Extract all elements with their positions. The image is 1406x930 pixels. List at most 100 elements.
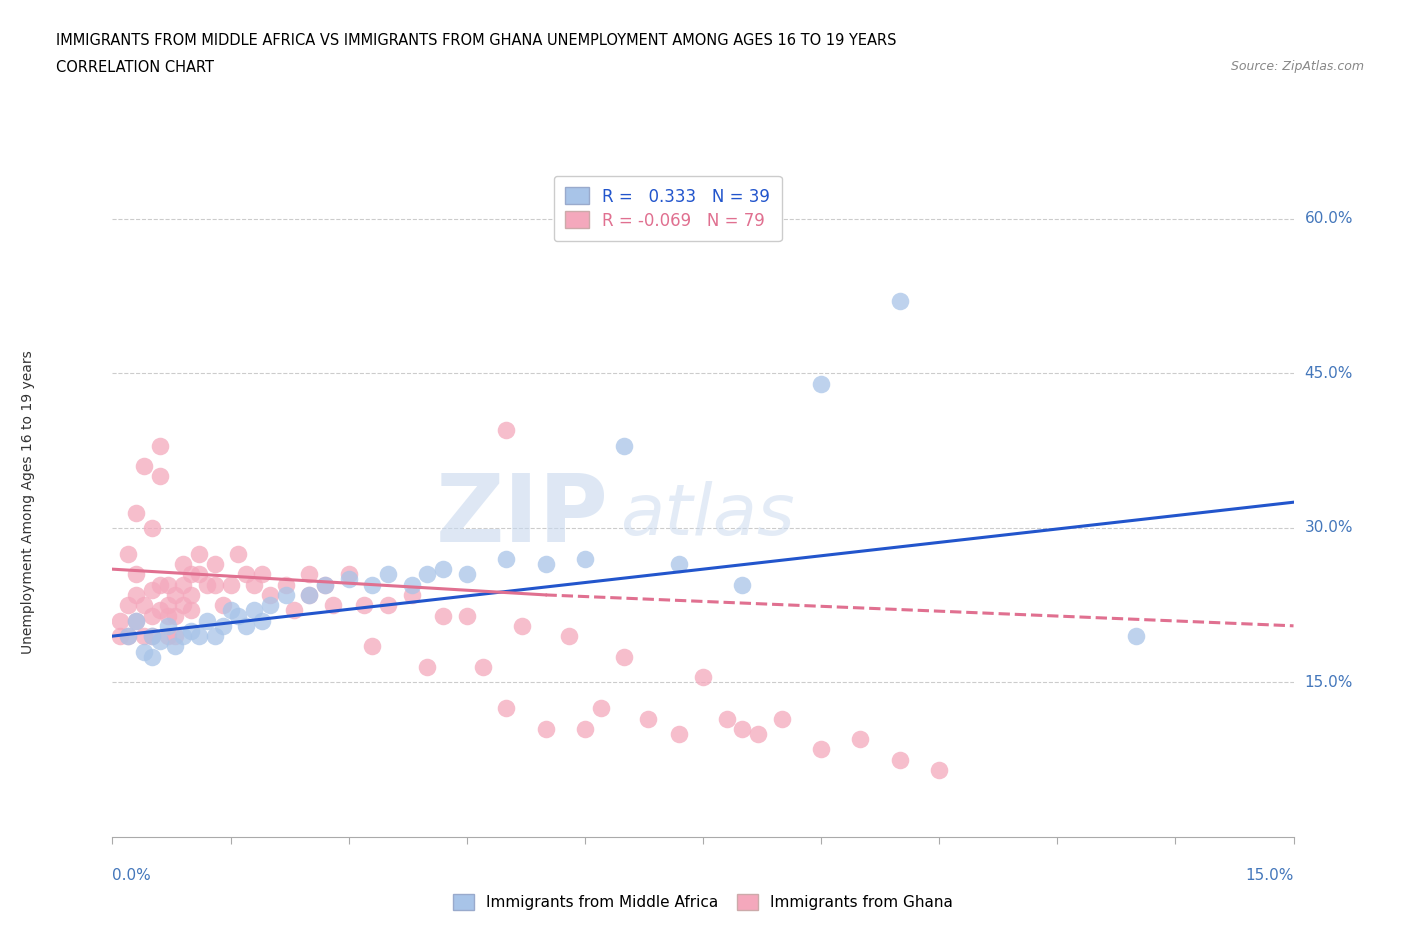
Point	[172, 556, 194, 571]
Point	[149, 634, 172, 649]
Text: ZIP: ZIP	[436, 470, 609, 562]
Point	[337, 567, 360, 582]
Point	[770, 711, 793, 726]
Point	[219, 603, 242, 618]
Point	[731, 722, 754, 737]
Point	[211, 598, 233, 613]
Text: Source: ZipAtlas.com: Source: ZipAtlas.com	[1230, 60, 1364, 73]
Point	[589, 701, 612, 716]
Point	[298, 567, 321, 582]
Point	[716, 711, 738, 726]
Point	[259, 588, 281, 603]
Point	[180, 567, 202, 582]
Point	[243, 603, 266, 618]
Point	[156, 578, 179, 592]
Point	[456, 608, 478, 623]
Point	[401, 578, 423, 592]
Point	[125, 505, 148, 520]
Point	[125, 613, 148, 628]
Point	[243, 578, 266, 592]
Point	[495, 422, 517, 437]
Point	[117, 546, 139, 561]
Point	[110, 629, 132, 644]
Point	[219, 578, 242, 592]
Point	[416, 567, 439, 582]
Point	[141, 649, 163, 664]
Point	[574, 722, 596, 737]
Point	[125, 567, 148, 582]
Point	[141, 629, 163, 644]
Text: 45.0%: 45.0%	[1305, 365, 1353, 381]
Point	[132, 629, 155, 644]
Point	[141, 629, 163, 644]
Point	[810, 742, 832, 757]
Point	[141, 521, 163, 536]
Point	[401, 588, 423, 603]
Point	[180, 623, 202, 638]
Text: 30.0%: 30.0%	[1305, 521, 1353, 536]
Point	[204, 578, 226, 592]
Point	[849, 732, 872, 747]
Point	[283, 603, 305, 618]
Point	[692, 670, 714, 684]
Point	[156, 598, 179, 613]
Point	[259, 598, 281, 613]
Point	[228, 608, 250, 623]
Point	[195, 578, 218, 592]
Point	[117, 598, 139, 613]
Point	[156, 629, 179, 644]
Text: 15.0%: 15.0%	[1305, 675, 1353, 690]
Point	[1125, 629, 1147, 644]
Point	[132, 598, 155, 613]
Point	[928, 763, 950, 777]
Point	[510, 618, 533, 633]
Point	[574, 551, 596, 566]
Point	[810, 377, 832, 392]
Point	[235, 567, 257, 582]
Point	[149, 469, 172, 484]
Point	[235, 618, 257, 633]
Point	[228, 546, 250, 561]
Point	[149, 603, 172, 618]
Point	[156, 608, 179, 623]
Point	[416, 659, 439, 674]
Point	[172, 598, 194, 613]
Text: 0.0%: 0.0%	[112, 868, 152, 883]
Point	[298, 588, 321, 603]
Point	[361, 639, 384, 654]
Point	[377, 598, 399, 613]
Text: CORRELATION CHART: CORRELATION CHART	[56, 60, 214, 75]
Text: IMMIGRANTS FROM MIDDLE AFRICA VS IMMIGRANTS FROM GHANA UNEMPLOYMENT AMONG AGES 1: IMMIGRANTS FROM MIDDLE AFRICA VS IMMIGRA…	[56, 33, 897, 47]
Point	[495, 551, 517, 566]
Point	[165, 629, 187, 644]
Point	[314, 578, 336, 592]
Point	[195, 613, 218, 628]
Point	[211, 618, 233, 633]
Point	[298, 588, 321, 603]
Point	[495, 701, 517, 716]
Point	[747, 726, 769, 741]
Point	[156, 618, 179, 633]
Point	[172, 578, 194, 592]
Point	[668, 556, 690, 571]
Text: 15.0%: 15.0%	[1246, 868, 1294, 883]
Point	[188, 629, 211, 644]
Point	[188, 567, 211, 582]
Point	[613, 649, 636, 664]
Point	[180, 588, 202, 603]
Point	[149, 438, 172, 453]
Point	[889, 752, 911, 767]
Point	[204, 556, 226, 571]
Point	[471, 659, 494, 674]
Point	[377, 567, 399, 582]
Point	[165, 608, 187, 623]
Point	[172, 629, 194, 644]
Point	[165, 588, 187, 603]
Point	[668, 726, 690, 741]
Legend: Immigrants from Middle Africa, Immigrants from Ghana: Immigrants from Middle Africa, Immigrant…	[447, 888, 959, 916]
Point	[534, 556, 557, 571]
Point	[250, 567, 273, 582]
Point	[165, 639, 187, 654]
Point	[274, 588, 297, 603]
Point	[337, 572, 360, 587]
